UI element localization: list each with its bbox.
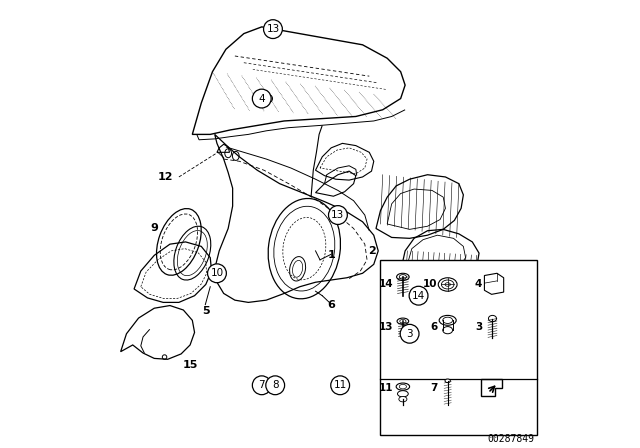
Text: 4: 4 [259,94,265,103]
Text: 2: 2 [367,246,376,256]
Text: 13: 13 [379,322,393,332]
Text: 1: 1 [327,250,335,260]
Text: 00287849: 00287849 [487,435,534,444]
Ellipse shape [397,391,408,397]
Ellipse shape [439,315,456,325]
Ellipse shape [438,278,457,291]
Text: 3: 3 [476,322,483,332]
Circle shape [264,20,282,39]
Text: 3: 3 [406,329,413,339]
Ellipse shape [397,318,409,324]
Text: 6: 6 [431,322,438,332]
Circle shape [252,376,271,395]
Text: 5: 5 [202,306,209,316]
Text: 13: 13 [332,210,344,220]
Circle shape [409,286,428,305]
Text: 13: 13 [266,24,280,34]
Circle shape [328,206,348,224]
Ellipse shape [443,327,452,334]
Text: 15: 15 [182,360,198,370]
Text: 10: 10 [211,268,223,278]
Circle shape [266,376,285,395]
Ellipse shape [399,396,407,402]
Text: 7: 7 [259,380,265,390]
FancyBboxPatch shape [380,260,538,435]
Text: 8: 8 [272,380,278,390]
Text: 6: 6 [327,300,335,310]
Ellipse shape [488,315,497,322]
Circle shape [331,376,349,395]
Ellipse shape [396,383,410,390]
Text: 10: 10 [422,280,437,289]
Text: 11: 11 [379,383,393,393]
Text: 7: 7 [431,383,438,393]
Text: 9: 9 [150,224,158,233]
Circle shape [400,324,419,343]
Text: 14: 14 [412,291,425,301]
Circle shape [207,264,227,283]
Ellipse shape [445,379,451,383]
Circle shape [252,89,271,108]
Text: 11: 11 [333,380,347,390]
Text: 12: 12 [157,172,173,182]
Ellipse shape [397,273,409,280]
Text: 14: 14 [378,280,393,289]
Text: 4: 4 [474,280,482,289]
